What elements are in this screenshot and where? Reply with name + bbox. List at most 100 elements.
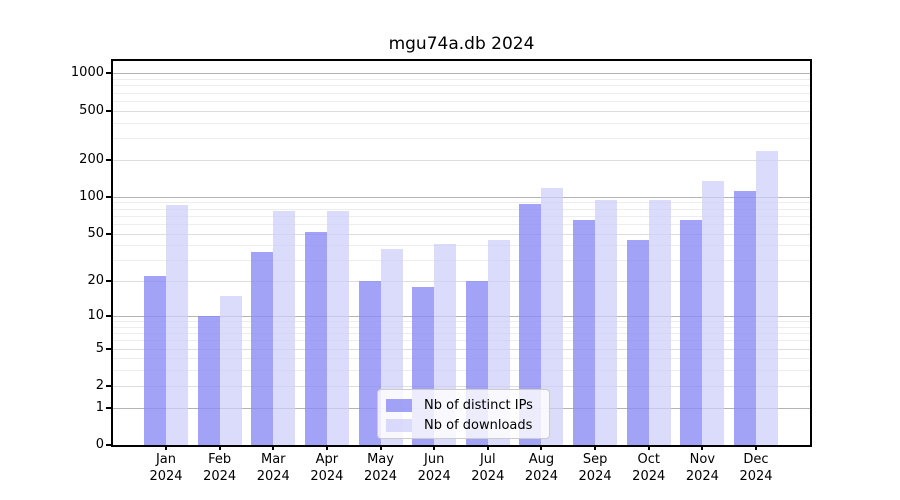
x-tick-label-jan: Jan 2024	[149, 452, 183, 484]
x-tick-may	[379, 445, 382, 450]
legend-label-downloads: Nb of downloads	[424, 417, 533, 433]
y-tick-label-10: 10	[87, 308, 104, 324]
x-tick-oct	[647, 445, 650, 450]
gridline-minor-40	[113, 245, 810, 247]
gridline-1000	[113, 73, 810, 75]
x-tick-label-jul: Jul 2024	[471, 452, 505, 484]
gridline-minor-900	[113, 79, 810, 81]
y-tick-label-5: 5	[95, 340, 104, 356]
y-tick-10	[106, 315, 111, 318]
gridline-minor-400	[113, 122, 810, 124]
x-tick-label-oct: Oct 2024	[632, 452, 666, 484]
bar-downloads-nov	[702, 180, 725, 445]
gridline-200	[113, 159, 810, 161]
x-tick-label-aug: Aug 2024	[524, 452, 558, 484]
gridline-minor-60	[113, 223, 810, 225]
y-tick-label-200: 200	[79, 151, 104, 167]
bar-ips-mar	[251, 252, 274, 445]
y-tick-100	[106, 195, 111, 198]
x-tick-jul	[486, 445, 489, 450]
x-tick-label-feb: Feb 2024	[203, 452, 237, 484]
gridline-minor-4	[113, 358, 810, 360]
y-tick-label-0: 0	[95, 437, 104, 452]
bar-downloads-dec	[756, 151, 778, 445]
x-tick-sep	[594, 445, 597, 450]
bar-ips-oct	[626, 240, 649, 445]
gridline-50	[113, 233, 810, 235]
gridline-minor-700	[113, 92, 810, 94]
x-tick-mar	[272, 445, 275, 450]
y-tick-label-1: 1	[95, 399, 104, 415]
x-tick-jun	[433, 445, 436, 450]
bar-ips-sep	[573, 219, 596, 445]
y-tick-1	[106, 406, 111, 409]
bar-ips-aug	[519, 204, 542, 445]
gridline-minor-7	[113, 333, 810, 335]
y-tick-1000	[106, 72, 111, 75]
y-tick-label-1000: 1000	[70, 65, 104, 81]
gridline-500	[113, 110, 810, 112]
x-tick-jan	[165, 445, 167, 450]
y-tick-500	[106, 109, 111, 112]
gridline-minor-70	[113, 215, 810, 217]
gridline-minor-6	[113, 340, 810, 342]
y-tick-200	[106, 158, 111, 161]
x-tick-aug	[540, 445, 543, 450]
bar-ips-feb	[197, 316, 220, 445]
gridline-5	[113, 348, 810, 350]
x-tick-label-dec: Dec 2024	[739, 452, 773, 484]
gridline-100	[113, 196, 810, 198]
y-tick-5	[106, 347, 111, 350]
y-tick-label-2: 2	[95, 377, 104, 393]
legend-label-distinct-ips: Nb of distinct IPs	[424, 397, 533, 413]
bar-downloads-jan	[166, 205, 188, 445]
gridline-2	[113, 385, 810, 387]
y-tick-20	[106, 280, 111, 283]
y-tick-label-500: 500	[79, 102, 104, 118]
gridline-10	[113, 316, 810, 318]
x-tick-label-may: May 2024	[363, 452, 398, 484]
bar-downloads-oct	[648, 199, 671, 445]
x-tick-nov	[701, 445, 704, 450]
x-tick-label-jun: Jun 2024	[417, 452, 451, 484]
legend-swatch-downloads	[386, 418, 412, 432]
legend-item-downloads: Nb of downloads	[386, 415, 541, 435]
y-tick-2	[106, 384, 111, 387]
gridline-minor-800	[113, 85, 810, 87]
y-tick-label-50: 50	[87, 225, 104, 241]
bar-downloads-feb	[219, 295, 242, 445]
legend: Nb of distinct IPs Nb of downloads	[377, 389, 550, 439]
plot-area	[113, 61, 810, 445]
bar-downloads-apr	[326, 211, 349, 445]
x-tick-apr	[325, 445, 328, 450]
gridline-minor-90	[113, 202, 810, 204]
bar-ips-nov	[680, 220, 703, 445]
bar-ips-jan	[144, 276, 166, 445]
x-tick-dec	[755, 445, 757, 450]
y-tick-50	[106, 232, 111, 235]
chart-title: mgu74a.db 2024	[388, 34, 535, 54]
y-tick-label-100: 100	[79, 188, 104, 204]
gridline-minor-600	[113, 100, 810, 102]
gridline-minor-300	[113, 138, 810, 140]
y-tick-0	[106, 444, 111, 446]
gridline-20	[113, 281, 810, 283]
bar-downloads-sep	[595, 199, 618, 445]
x-tick-label-mar: Mar 2024	[256, 452, 290, 484]
bar-ips-dec	[734, 190, 756, 445]
gridline-minor-30	[113, 260, 810, 262]
gridline-minor-80	[113, 208, 810, 210]
legend-swatch-distinct-ips	[386, 398, 412, 412]
legend-item-distinct-ips: Nb of distinct IPs	[386, 395, 541, 415]
y-tick-label-20: 20	[87, 273, 104, 289]
x-tick-label-sep: Sep 2024	[578, 452, 612, 484]
gridline-minor-3	[113, 370, 810, 372]
x-tick-feb	[218, 445, 221, 450]
x-tick-label-nov: Nov 2024	[685, 452, 719, 484]
bar-ips-apr	[304, 232, 327, 445]
gridline-minor-8	[113, 326, 810, 328]
x-tick-label-apr: Apr 2024	[310, 452, 344, 484]
bar-ips-may	[358, 281, 381, 445]
bar-downloads-aug	[541, 187, 564, 445]
